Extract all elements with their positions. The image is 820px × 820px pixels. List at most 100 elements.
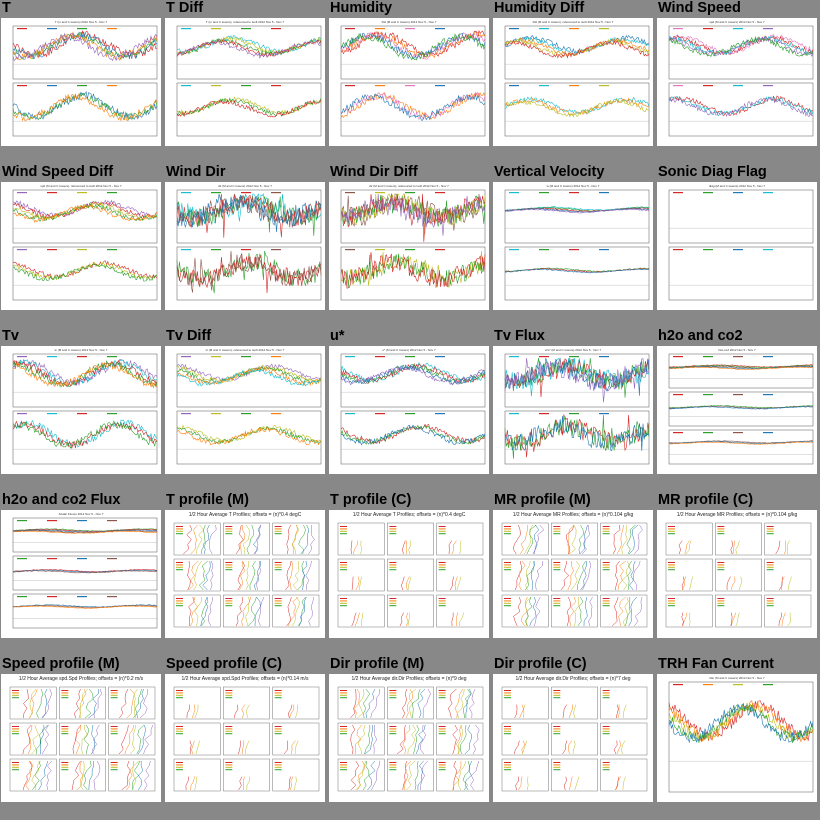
plot-thumbnail-tv-flux[interactable]: w'tc' (M and C towers) 2012 Nov 5 - Nov … bbox=[493, 346, 653, 474]
plot-thumbnail-sonic-diag-flag[interactable]: diag (M and C towers) 2012 Nov 5 - Nov 7 bbox=[657, 182, 817, 310]
thumbnail-title[interactable]: T bbox=[2, 0, 11, 16]
legend-entry bbox=[602, 528, 610, 530]
thumbnail-title[interactable]: Wind Dir Diff bbox=[330, 164, 418, 180]
legend-entry bbox=[438, 530, 446, 532]
plot-thumbnail-t-diff[interactable]: T (m and C towers), referenced to tsoft … bbox=[165, 18, 325, 146]
plot-thumbnail-h2o-and-co2[interactable]: h2o,co2 2012 Nov 5 - Nov 7 bbox=[657, 346, 817, 474]
profile-line bbox=[787, 576, 792, 591]
legend-entry bbox=[107, 596, 117, 598]
plot-thumbnail-t-profile-m[interactable]: 1/2 Hour Average T Profiles; offsets = (… bbox=[165, 510, 325, 638]
thumbnail-title[interactable]: Sonic Diag Flag bbox=[658, 164, 767, 180]
plot-image: diag (M and C towers) 2012 Nov 5 - Nov 7 bbox=[657, 182, 817, 310]
profile-line bbox=[28, 724, 33, 755]
plot-image: tc (M and C towers) 2012 Nov 5 - Nov 7 bbox=[1, 346, 161, 474]
plot-thumbnail-ustar[interactable]: u* (M and C towers) 2012 Nov 5 - Nov 7 bbox=[329, 346, 489, 474]
legend-entry bbox=[110, 692, 118, 694]
legend-entry bbox=[225, 762, 233, 763]
thumbnail-title[interactable]: MR profile (C) bbox=[658, 492, 754, 508]
thumbnail-title[interactable]: Tv Flux bbox=[494, 328, 545, 344]
plot-thumbnail-wind-speed[interactable]: spd (M and C towers) 2012 Nov 5 - Nov 7 bbox=[657, 18, 817, 146]
profile-line bbox=[241, 704, 246, 719]
series-line bbox=[504, 39, 650, 59]
thumbnail-title[interactable]: Wind Speed Diff bbox=[2, 164, 114, 180]
plot-thumbnail-wind-dir[interactable]: dir (M and C towers) 2012 Nov 5 - Nov 7 bbox=[165, 182, 325, 310]
legend-entry bbox=[733, 85, 743, 87]
plot-thumbnail-humidity-diff[interactable]: RH (M and C towers), referenced to tsoft… bbox=[493, 18, 653, 146]
profile-panel bbox=[59, 722, 106, 756]
profile-line bbox=[42, 688, 52, 719]
thumbnail-title[interactable]: Speed profile (M) bbox=[2, 656, 120, 672]
series-line bbox=[340, 424, 486, 446]
profile-line bbox=[573, 704, 577, 719]
thumbnail-title[interactable]: Dir profile (C) bbox=[494, 656, 587, 672]
profile-panel bbox=[337, 686, 385, 720]
legend-entry bbox=[602, 600, 610, 602]
plot-thumbnail-vertical-velocity[interactable]: w (M and C towers) 2012 Nov 5 - Nov 7 bbox=[493, 182, 653, 310]
profile-line bbox=[399, 612, 404, 627]
thumbnail-title[interactable]: Humidity bbox=[330, 0, 393, 16]
profile-line bbox=[615, 776, 620, 791]
plot-thumbnail-t-profile-c[interactable]: 1/2 Hour Average T Profiles; offsets = (… bbox=[329, 510, 489, 638]
plot-thumbnail-speed-profile-c[interactable]: 1/2 Hour Average spd.Spd Profiles; offse… bbox=[165, 674, 325, 802]
series-line bbox=[176, 424, 322, 444]
profile-line bbox=[233, 704, 239, 719]
profile-line bbox=[41, 724, 50, 755]
thumbnail-title[interactable]: Humidity Diff bbox=[494, 0, 585, 16]
thumbnail-title[interactable]: Wind Dir bbox=[166, 164, 226, 180]
plot-image: T (m and C towers), referenced to tsoft … bbox=[165, 18, 325, 146]
legend-entry bbox=[176, 562, 183, 563]
legend-entry bbox=[389, 728, 397, 730]
profile-line bbox=[355, 760, 367, 791]
thumbnail-title[interactable]: h2o and co2 bbox=[658, 328, 743, 344]
thumbnail-title[interactable]: Tv Diff bbox=[166, 328, 212, 344]
legend-entry bbox=[717, 526, 725, 527]
profile-line bbox=[237, 560, 245, 591]
profile-line bbox=[572, 740, 576, 755]
thumbnail-cell-tv-flux: Tv Flux w'tc' (M and C towers) 2012 Nov 5… bbox=[492, 328, 656, 492]
plot-thumbnail-humidity[interactable]: RH (M and C towers) 2012 Nov 5 - Nov 7 bbox=[329, 18, 489, 146]
plot-thumbnail-speed-profile-m[interactable]: 1/2 Hour Average spd.Spd Profiles; offse… bbox=[1, 674, 161, 802]
profile-line bbox=[685, 540, 692, 555]
plot-image: dir (M and C towers) 2012 Nov 5 - Nov 7 bbox=[165, 182, 325, 310]
thumbnail-title[interactable]: T Diff bbox=[166, 0, 204, 16]
thumbnail-title[interactable]: T profile (C) bbox=[330, 492, 412, 508]
legend-entry bbox=[176, 528, 183, 530]
plot-thumbnail-dir-profile-m[interactable]: 1/2 Hour Average dir.Dir Profiles; offse… bbox=[329, 674, 489, 802]
profile-line bbox=[285, 560, 292, 591]
thumbnail-title[interactable]: Speed profile (C) bbox=[166, 656, 283, 672]
plot-thumbnail-wind-dir-diff[interactable]: dir (M and C towers), referenced to tsof… bbox=[329, 182, 489, 310]
legend-entry bbox=[274, 764, 282, 766]
thumbnail-title[interactable]: Vertical Velocity bbox=[494, 164, 605, 180]
thumbnail-title[interactable]: Wind Speed bbox=[658, 0, 741, 16]
plot-panel bbox=[176, 82, 322, 137]
legend-entry bbox=[504, 530, 511, 532]
legend-entry bbox=[274, 605, 282, 607]
series-line bbox=[340, 195, 486, 227]
thumbnail-title[interactable]: TRH Fan Current bbox=[658, 656, 774, 672]
plot-thumbnail-wind-speed-diff[interactable]: spd (M and C towers), referenced to tsof… bbox=[1, 182, 161, 310]
plot-thumbnail-tv[interactable]: tc (M and C towers) 2012 Nov 5 - Nov 7 bbox=[1, 346, 161, 474]
plot-thumbnail-dir-profile-c[interactable]: 1/2 Hour Average dir.Dir Profiles; offse… bbox=[493, 674, 653, 802]
legend-entry bbox=[766, 566, 774, 568]
legend-entry bbox=[405, 413, 415, 415]
thumbnail-title[interactable]: h2o and co2 Flux bbox=[2, 492, 121, 508]
plot-thumbnail-trh-fan-current[interactable]: ifan (M and C towers) 2012 Nov 5 - Nov 7 bbox=[657, 674, 817, 802]
profile-line bbox=[567, 560, 574, 591]
plot-thumbnail-tv-diff[interactable]: tc (M and C towers), referenced to tsoft… bbox=[165, 346, 325, 474]
plot-thumbnail-mr-profile-c[interactable]: 1/2 Hour Average MR Profiles; offsets = … bbox=[657, 510, 817, 638]
legend-entry bbox=[225, 602, 233, 604]
legend-entry bbox=[553, 566, 561, 568]
thumbnail-title[interactable]: T profile (M) bbox=[166, 492, 249, 508]
series-line bbox=[504, 208, 650, 214]
plot-thumbnail-h2o-and-co2-flux[interactable]: Scalar Fluxes 2012 Nov 5 - Nov 7 bbox=[1, 510, 161, 638]
series-line bbox=[176, 193, 322, 233]
plot-thumbnail-t[interactable]: T (m and C towers) 2012 Nov 5 - Nov 7 bbox=[1, 18, 161, 146]
legend-entry bbox=[717, 528, 725, 530]
plot-thumbnail-mr-profile-m[interactable]: 1/2 Hour Average MR Profiles; offsets = … bbox=[493, 510, 653, 638]
thumbnail-title[interactable]: Tv bbox=[2, 328, 19, 344]
profile-line bbox=[578, 524, 584, 555]
thumbnail-title[interactable]: MR profile (M) bbox=[494, 492, 591, 508]
thumbnail-title[interactable]: Dir profile (M) bbox=[330, 656, 425, 672]
legend-entry bbox=[389, 566, 397, 568]
thumbnail-title[interactable]: u* bbox=[330, 328, 345, 344]
